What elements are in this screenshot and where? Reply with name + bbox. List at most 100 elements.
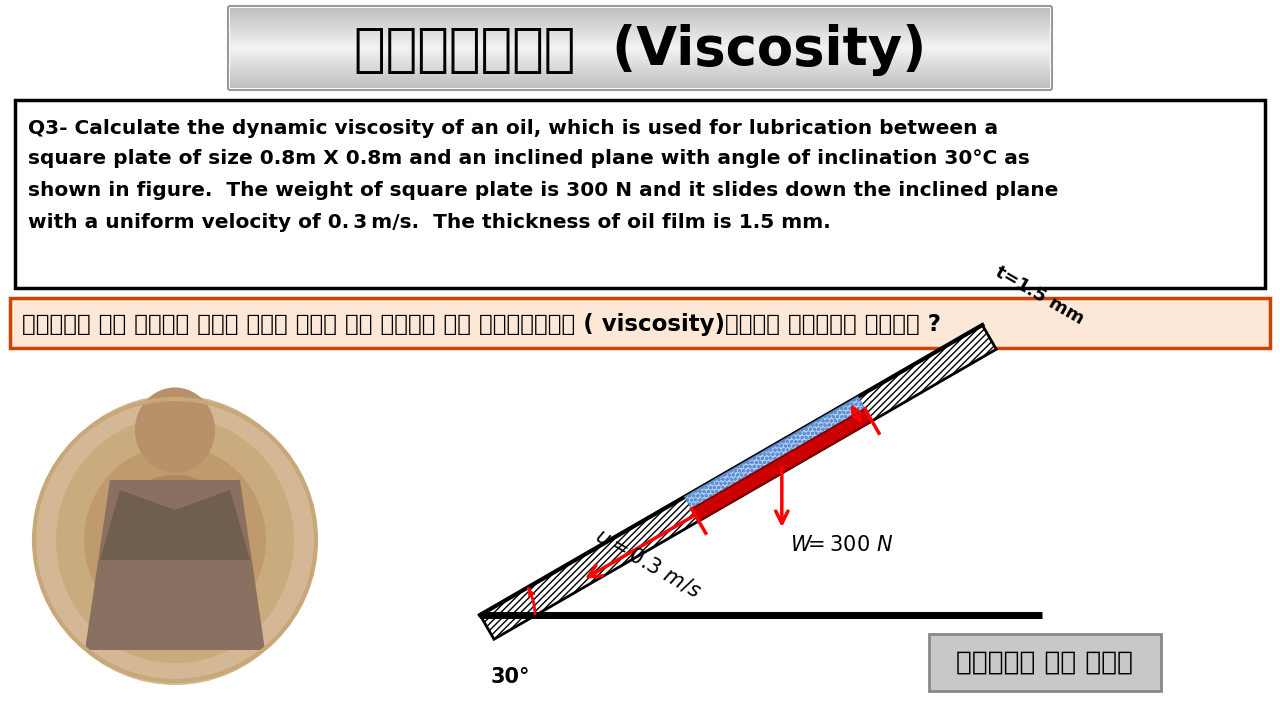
Ellipse shape [134, 387, 215, 472]
Bar [230, 77, 1050, 78]
Polygon shape [691, 409, 872, 521]
Bar [230, 64, 1050, 65]
Bar [230, 75, 1050, 76]
Bar [230, 22, 1050, 23]
Bar [230, 44, 1050, 45]
Text: प्लेट और ढालू सतह बीच भरे गए द्रव की श्यानता ( viscosity)कैसे ज्ञात करें ?: प्लेट और ढालू सतह बीच भरे गए द्रव की श्य… [22, 312, 941, 336]
Bar [230, 74, 1050, 75]
Bar [230, 31, 1050, 32]
Bar [230, 42, 1050, 43]
Bar [230, 43, 1050, 44]
Bar [230, 82, 1050, 83]
Ellipse shape [84, 446, 266, 634]
Bar [230, 54, 1050, 55]
Bar [230, 70, 1050, 71]
Bar [230, 83, 1050, 84]
Bar [230, 78, 1050, 79]
FancyBboxPatch shape [15, 100, 1265, 288]
Bar [230, 10, 1050, 11]
Bar [230, 27, 1050, 28]
Bar [230, 15, 1050, 16]
Bar [230, 9, 1050, 10]
Bar [230, 38, 1050, 39]
Text: $W\!\!= 300\ N$: $W\!\!= 300\ N$ [790, 535, 893, 555]
Bar [230, 69, 1050, 70]
Bar [230, 55, 1050, 56]
Bar [230, 87, 1050, 88]
Bar [230, 73, 1050, 74]
Bar [230, 84, 1050, 85]
Bar [230, 63, 1050, 64]
Bar [230, 28, 1050, 29]
Bar [230, 58, 1050, 59]
Bar [230, 41, 1050, 42]
Bar [230, 29, 1050, 30]
Bar [230, 49, 1050, 50]
Text: श्यानता  (Viscosity): श्यानता (Viscosity) [353, 24, 927, 76]
Bar [230, 39, 1050, 40]
Bar [230, 19, 1050, 20]
Bar [230, 33, 1050, 34]
Bar [230, 79, 1050, 80]
Bar [230, 36, 1050, 37]
Bar [230, 45, 1050, 46]
Bar [230, 68, 1050, 69]
Text: चित्र के साथ: चित्र के साथ [956, 650, 1134, 676]
Text: Q3- Calculate the dynamic viscosity of an oil, which is used for lubrication bet: Q3- Calculate the dynamic viscosity of a… [28, 119, 998, 138]
Bar [230, 37, 1050, 38]
Bar [230, 66, 1050, 67]
FancyBboxPatch shape [929, 634, 1161, 691]
Ellipse shape [113, 474, 238, 606]
Polygon shape [685, 397, 865, 509]
Bar [230, 65, 1050, 66]
Bar [230, 13, 1050, 14]
Text: $u = 0.3\ m/s$: $u = 0.3\ m/s$ [591, 524, 704, 602]
Bar [230, 46, 1050, 47]
Bar [230, 57, 1050, 58]
Bar [230, 17, 1050, 18]
Bar [230, 21, 1050, 22]
Bar [230, 76, 1050, 77]
Polygon shape [84, 480, 265, 650]
Bar [230, 11, 1050, 12]
Text: shown in figure.  The weight of square plate is 300 N and it slides down the inc: shown in figure. The weight of square pl… [28, 181, 1059, 199]
Ellipse shape [35, 395, 315, 685]
Bar [230, 34, 1050, 35]
Bar [230, 14, 1050, 15]
Bar [230, 16, 1050, 17]
Bar [230, 20, 1050, 21]
Bar [230, 52, 1050, 53]
Ellipse shape [56, 417, 294, 663]
Bar [230, 72, 1050, 73]
Bar [230, 32, 1050, 33]
Ellipse shape [35, 395, 315, 685]
Bar [230, 24, 1050, 25]
Bar [230, 59, 1050, 60]
Bar [230, 8, 1050, 9]
Bar [230, 18, 1050, 19]
Polygon shape [480, 325, 996, 639]
Bar [230, 71, 1050, 72]
Bar [230, 67, 1050, 68]
Text: 30°: 30° [490, 667, 530, 687]
Bar [230, 86, 1050, 87]
Bar [230, 48, 1050, 49]
Text: t=1.5 mm: t=1.5 mm [992, 262, 1087, 328]
Bar [230, 35, 1050, 36]
Bar [230, 62, 1050, 63]
Bar [230, 61, 1050, 62]
Bar [230, 23, 1050, 24]
Bar [230, 40, 1050, 41]
Bar [230, 53, 1050, 54]
Bar [230, 25, 1050, 26]
Polygon shape [100, 490, 250, 560]
Bar [230, 30, 1050, 31]
Bar [230, 26, 1050, 27]
Bar [230, 51, 1050, 52]
Bar [230, 80, 1050, 81]
Bar [230, 12, 1050, 13]
Text: with a uniform velocity of 0. 3 m/s.  The thickness of oil film is 1.5 mm.: with a uniform velocity of 0. 3 m/s. The… [28, 212, 831, 232]
Bar [230, 56, 1050, 57]
FancyBboxPatch shape [10, 298, 1270, 348]
Bar [230, 60, 1050, 61]
